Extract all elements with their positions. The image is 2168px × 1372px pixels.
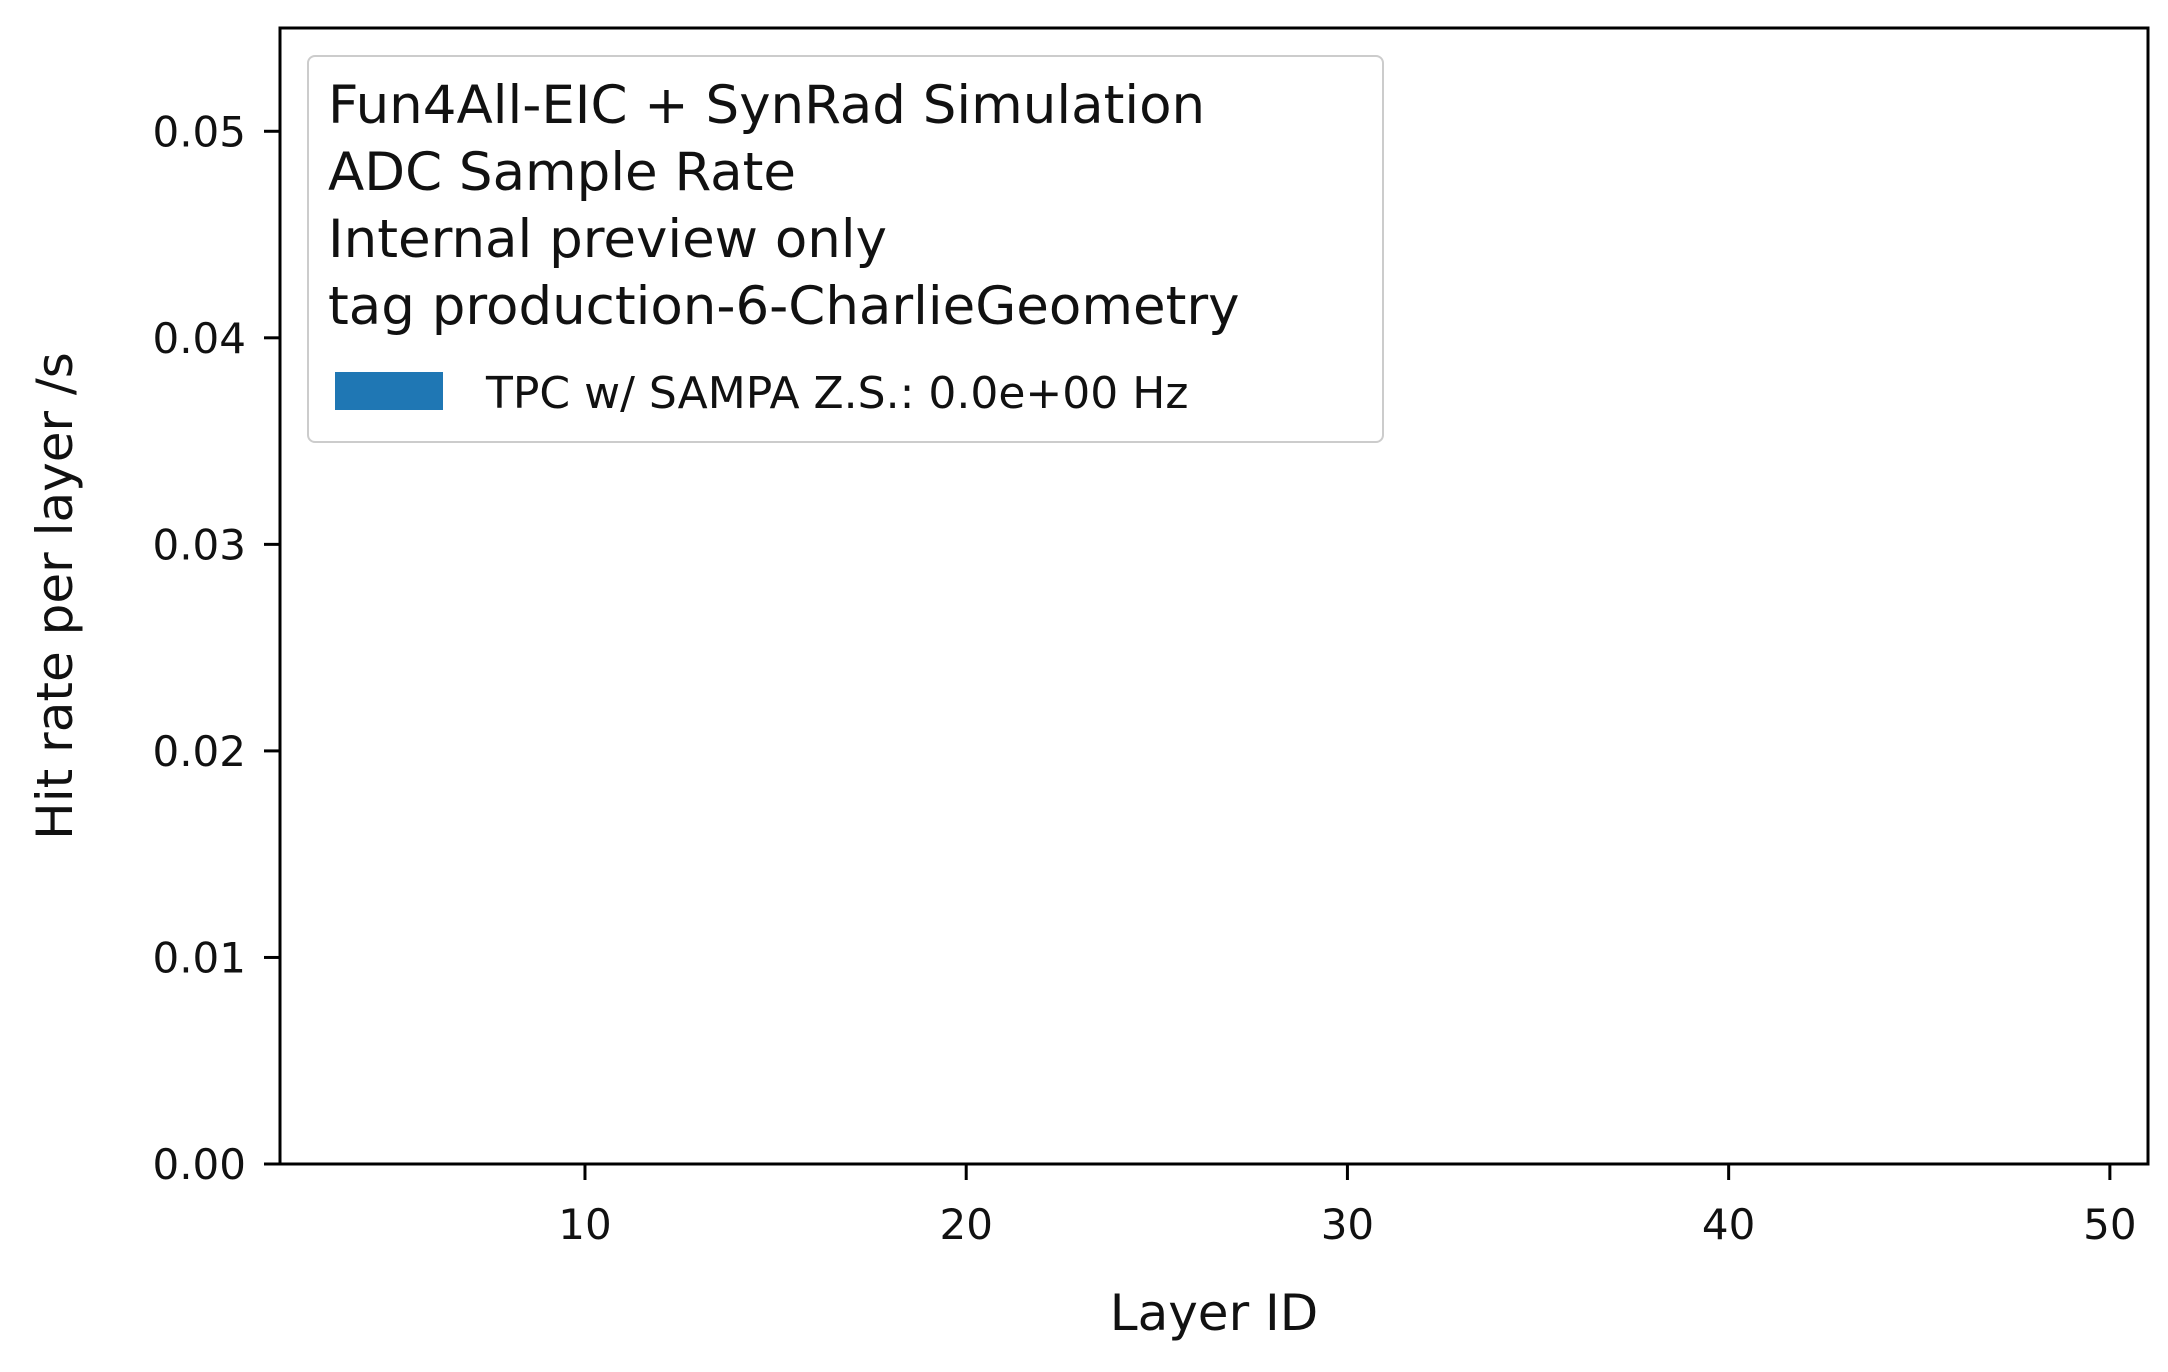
legend-swatch <box>335 372 443 410</box>
y-tick-label: 0.04 <box>152 314 246 363</box>
x-tick-label: 10 <box>558 1200 611 1249</box>
legend-title-line: ADC Sample Rate <box>328 142 796 203</box>
x-axis-title: Layer ID <box>1110 1284 1319 1342</box>
y-axis-ticks: 0.00 0.01 0.02 0.03 0.04 0.05 <box>152 107 280 1189</box>
legend-title-line: Fun4All-EIC + SynRad Simulation <box>328 75 1205 136</box>
legend: Fun4All-EIC + SynRad Simulation ADC Samp… <box>307 55 1384 443</box>
y-tick-label: 0.03 <box>152 520 246 569</box>
y-tick-label: 0.02 <box>152 727 246 776</box>
x-tick-label: 30 <box>1321 1200 1374 1249</box>
legend-box <box>307 55 1384 443</box>
legend-title-line: Internal preview only <box>328 209 887 270</box>
legend-entry-label: TPC w/ SAMPA Z.S.: 0.0e+00 Hz <box>485 368 1188 419</box>
y-tick-label: 0.00 <box>152 1140 246 1189</box>
x-tick-label: 20 <box>939 1200 992 1249</box>
legend-title-line: tag production-6-CharlieGeometry <box>328 276 1240 337</box>
x-tick-label: 50 <box>2083 1200 2136 1249</box>
y-axis-title: Hit rate per layer /s <box>26 352 84 840</box>
x-axis-ticks: 10 20 30 40 50 <box>558 1164 2137 1249</box>
x-tick-label: 40 <box>1702 1200 1755 1249</box>
y-tick-label: 0.05 <box>152 107 246 156</box>
plot-frame <box>278 26 2150 1166</box>
y-tick-label: 0.01 <box>152 933 246 982</box>
